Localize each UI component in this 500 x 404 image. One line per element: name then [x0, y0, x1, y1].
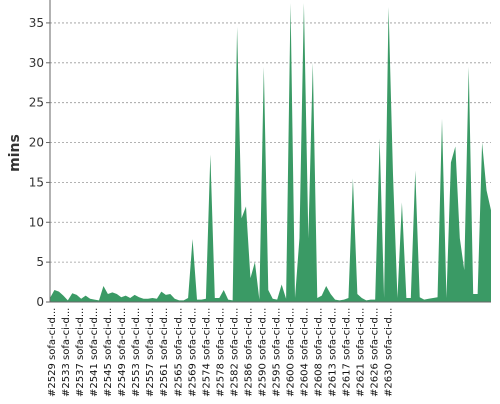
x-tick-label: #2578 sofa-ci-d...: [215, 308, 226, 397]
x-tick-label: #2590 sofa-ci-d...: [257, 308, 268, 397]
grid-layer: [50, 22, 491, 263]
x-tick-label: #2569 sofa-ci-d...: [187, 308, 198, 397]
y-tick-label: 10: [29, 215, 44, 229]
x-tick-label: #2604 sofa-ci-d...: [300, 308, 311, 397]
x-tick-label: #2630 sofa-ci-d...: [384, 308, 395, 397]
x-tick-label: #2617 sofa-ci-d...: [342, 308, 353, 397]
x-tick-label: #2529 sofa-ci-d...: [47, 308, 58, 397]
x-tick-label: #2613 sofa-ci-d...: [328, 308, 339, 397]
area-series: [50, 3, 491, 302]
x-tick-label: #2582 sofa-ci-d...: [229, 308, 240, 397]
y-tick-label: 15: [29, 175, 44, 189]
x-tick-label: #2565 sofa-ci-d...: [173, 308, 184, 397]
x-tick-label: #2537 sofa-ci-d...: [75, 308, 86, 397]
y-tick-label: 5: [36, 255, 44, 269]
x-tick-labels: #2529 sofa-ci-d... #2533 sofa-ci-d... #253…: [47, 308, 395, 397]
x-tick-label: #2586 sofa-ci-d...: [243, 308, 254, 397]
y-tick-label: 20: [29, 136, 44, 150]
x-tick-label: #2541 sofa-ci-d...: [89, 308, 100, 397]
x-tick-label: #2553 sofa-ci-d...: [131, 308, 142, 397]
x-tick-label: #2595 sofa-ci-d...: [272, 308, 283, 397]
x-tick-label: #2557 sofa-ci-d...: [145, 308, 156, 397]
x-tick-label: #2549 sofa-ci-d...: [117, 308, 128, 397]
x-tick-label: #2600 sofa-ci-d...: [286, 308, 297, 397]
x-tick-label: #2561 sofa-ci-d...: [159, 308, 170, 397]
x-tick-label: #2621 sofa-ci-d...: [356, 308, 367, 397]
y-axis-label: mins: [7, 134, 23, 172]
y-tick-label: 35: [29, 16, 44, 30]
x-tick-label: #2626 sofa-ci-d...: [370, 308, 381, 397]
y-tick-labels: 0 5 10 15 20 25 30 35: [29, 16, 50, 309]
x-tick-label: #2608 sofa-ci-d...: [314, 308, 325, 397]
area-layer: [50, 3, 491, 302]
x-tick-label: #2533 sofa-ci-d...: [61, 308, 72, 397]
y-tick-label: 25: [29, 96, 44, 110]
y-tick-label: 0: [36, 295, 44, 309]
y-tick-label: 30: [29, 56, 44, 70]
axis-layer: [49, 0, 491, 303]
x-tick-label: #2545 sofa-ci-d...: [103, 308, 114, 397]
x-tick-label: #2574 sofa-ci-d...: [201, 308, 212, 397]
